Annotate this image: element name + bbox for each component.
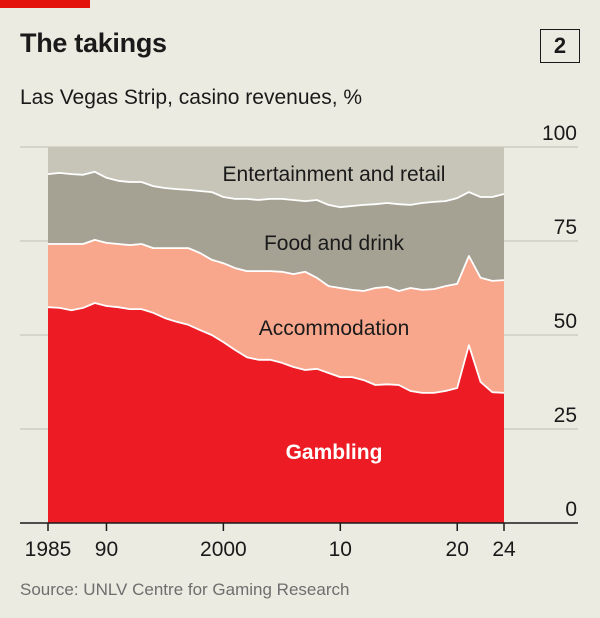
x-tick-label: 2000: [200, 538, 247, 561]
y-tick-label: 25: [554, 404, 577, 427]
x-tick-label: 90: [95, 538, 118, 561]
series-label-gambling: Gambling: [286, 441, 383, 464]
chart-title: The takings: [20, 28, 167, 58]
area-gambling: [48, 303, 504, 523]
area-accommodation: [48, 239, 504, 393]
x-tick-label: 24: [492, 538, 516, 561]
series-label-accommodation: Accommodation: [259, 317, 410, 340]
x-tick-label: 10: [329, 538, 352, 561]
area-food-and-drink: [48, 171, 504, 291]
y-tick-label: 75: [554, 216, 577, 239]
y-tick-label: 0: [565, 498, 577, 521]
brand-accent-bar: [0, 0, 90, 8]
y-tick-label: 100: [542, 122, 577, 145]
boundary-line-gambling: [47, 302, 505, 394]
series-label-food: Food and drink: [264, 232, 405, 255]
y-tick-label: 50: [554, 310, 577, 333]
series-label-entertainment: Entertainment and retail: [223, 163, 446, 186]
chart-subtitle: Las Vegas Strip, casino revenues, %: [20, 86, 363, 109]
x-tick-label: 20: [446, 538, 469, 561]
x-tick-label: 1985: [25, 538, 72, 561]
boundary-line-accommodation: [48, 239, 505, 292]
boundary-line-food-and-drink: [47, 170, 505, 209]
source-note: Source: UNLV Centre for Gaming Research: [20, 580, 350, 599]
chart-number-badge: 2: [540, 29, 580, 63]
area-entertainment-and-retail: [48, 147, 504, 208]
